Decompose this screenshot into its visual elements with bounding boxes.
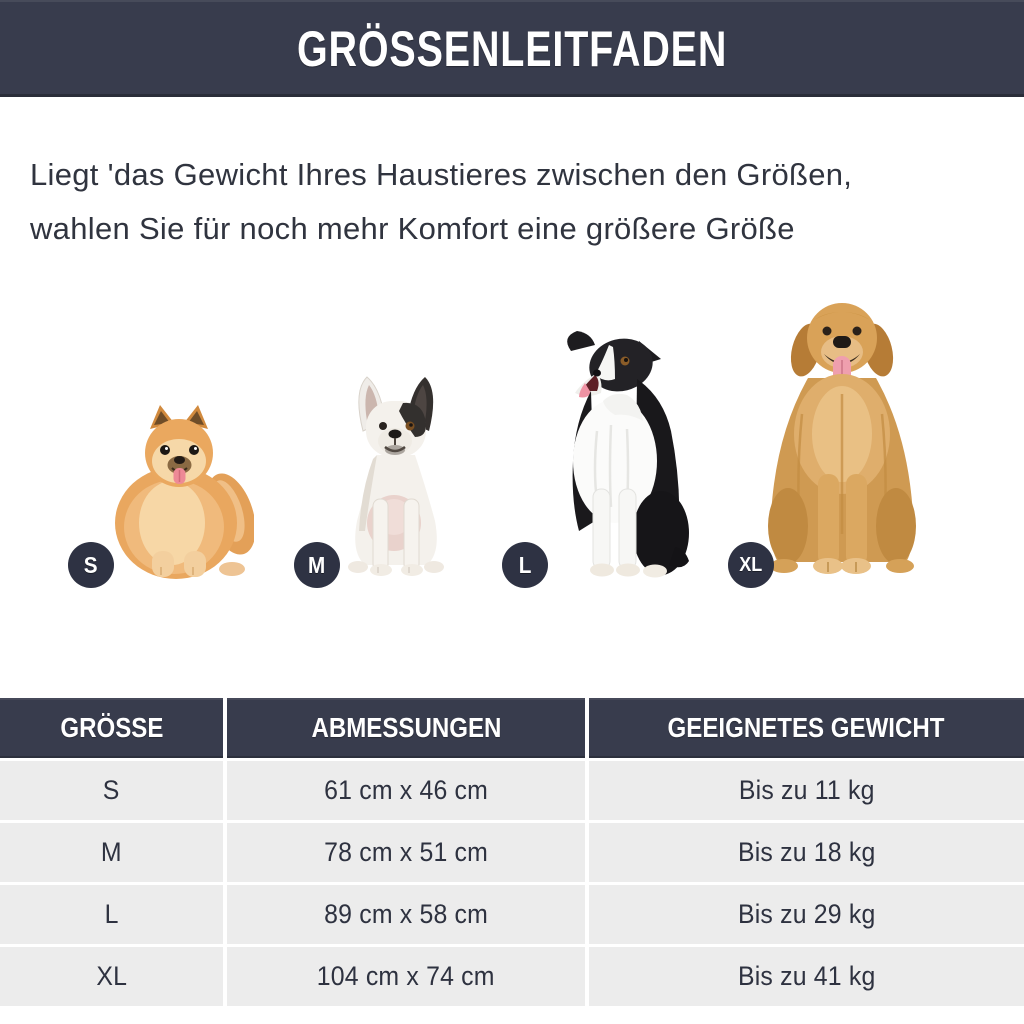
intro-line-2: wahlen Sie für noch mehr Komfort eine gr… [30,211,795,246]
golden-head [790,303,894,386]
table-cell-r1-c1: 78 cm x 51 cm [227,823,585,882]
table-cell-value: M [101,837,122,867]
border-collie-dog-image [551,321,691,581]
pom-body [115,467,237,579]
table-cell-value: Bis zu 11 kg [738,775,875,805]
size-badge-l: L [502,542,548,588]
table-cell-value: Bis zu 18 kg [737,837,876,867]
collie-head [567,331,661,398]
title-bar: GRÖSSENLEITFADEN [0,0,1024,97]
table-cell-r0-c0: S [0,761,223,820]
table-cell-r3-c2: Bis zu 41 kg [589,947,1024,1006]
french-bulldog-dog-image [345,371,447,582]
size-badge-xl-label: XL [739,553,763,576]
size-badge-s-label: S [84,551,98,578]
collie-legs [590,488,667,578]
size-badge-xl: XL [728,542,774,588]
size-badge-m-label: M [308,551,326,578]
size-table: GRÖSSE ABMESSUNGEN GEEIGNETES GEWICHT S 61 c… [0,698,1024,1006]
french-bulldog-illustration [348,376,444,576]
intro-line-1: Liegt 'das Gewicht Ihres Haustieres zwis… [30,157,853,192]
table-header-col-0: GRÖSSE [0,698,223,758]
table-cell-r2-c0: L [0,885,223,944]
frenchie-body [355,455,437,565]
table-header-label: GEEIGNETES GEWICHT [668,712,945,743]
table-cell-value: S [103,775,120,805]
collie-body [572,379,689,575]
pomeranian-illustration [115,405,254,579]
golden-body [768,374,916,564]
table-cell-value: L [104,899,119,929]
frenchie-head [366,401,427,457]
golden-retriever-illustration [768,303,916,574]
size-badge-s: S [68,542,114,588]
size-badge-l-label: L [518,551,532,578]
golden-retriever-dog-image [762,294,922,581]
pomeranian-dog-image [104,399,254,580]
table-header-col-2: GEEIGNETES GEWICHT [589,698,1024,758]
table-header-label: GRÖSSE [59,712,164,743]
pom-head [145,405,213,487]
table-cell-value: 78 cm x 51 cm [324,837,488,867]
table-cell-value: 61 cm x 46 cm [324,775,488,805]
table-cell-value: XL [96,961,127,991]
table-cell-r2-c1: 89 cm x 58 cm [227,885,585,944]
dog-size-comparison: S M L XL [68,294,922,588]
table-cell-value: 104 cm x 74 cm [317,961,495,991]
pom-paws [152,551,245,577]
table-cell-r2-c2: Bis zu 29 kg [589,885,1024,944]
page-title: GRÖSSENLEITFADEN [296,20,728,77]
intro-paragraph: Liegt 'das Gewicht Ihres Haustieres zwis… [30,148,1005,256]
table-cell-r3-c0: XL [0,947,223,1006]
table-cell-r3-c1: 104 cm x 74 cm [227,947,585,1006]
golden-legs [770,474,914,574]
table-header-col-1: ABMESSUNGEN [227,698,585,758]
table-header-label: ABMESSUNGEN [310,712,501,743]
frenchie-legs [348,498,444,576]
table-cell-value: Bis zu 41 kg [737,961,876,991]
table-cell-r0-c2: Bis zu 11 kg [589,761,1024,820]
table-cell-r1-c0: M [0,823,223,882]
size-badge-m: M [294,542,340,588]
table-cell-value: 89 cm x 58 cm [324,899,488,929]
table-cell-value: Bis zu 29 kg [737,899,876,929]
table-cell-r0-c1: 61 cm x 46 cm [227,761,585,820]
table-cell-r1-c2: Bis zu 18 kg [589,823,1024,882]
border-collie-illustration [567,331,689,578]
